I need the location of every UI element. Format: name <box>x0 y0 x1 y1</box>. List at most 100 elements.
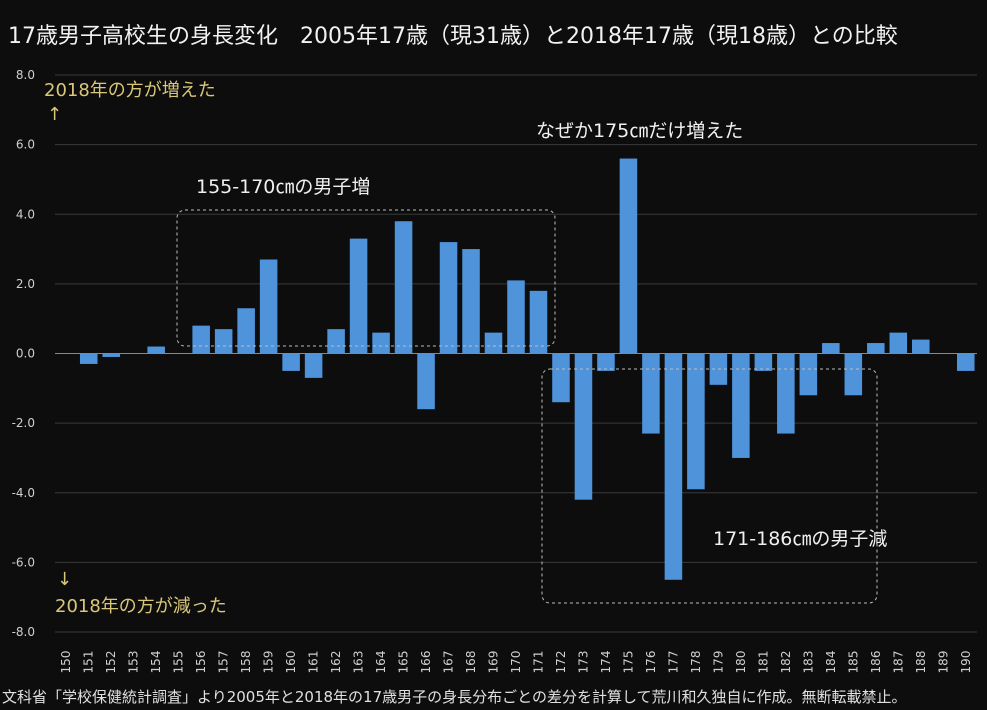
x-tick-label: 176 <box>644 651 658 674</box>
up-label: 2018年の方が増えた <box>44 80 216 101</box>
bar <box>574 353 593 500</box>
y-tick-label: -4.0 <box>12 486 35 500</box>
x-tick-label: 182 <box>779 651 793 674</box>
bar <box>102 353 120 357</box>
x-tick-label: 152 <box>104 651 118 674</box>
x-tick-label: 180 <box>734 651 748 674</box>
bar <box>529 290 548 354</box>
bar <box>597 353 615 371</box>
x-tick-label: 190 <box>959 651 973 674</box>
x-tick-label: 177 <box>666 651 680 674</box>
bar <box>484 332 503 354</box>
bar <box>439 242 458 354</box>
x-tick-label: 156 <box>194 651 208 674</box>
bar <box>147 346 165 354</box>
x-tick-label: 172 <box>554 651 568 674</box>
y-axis-ticks: 8.0 6.0 4.0 2.0 0.0 -2.0 -4.0 -6.0 -8.0 <box>12 68 35 639</box>
x-tick-label: 174 <box>599 651 613 674</box>
x-tick-label: 167 <box>442 651 456 674</box>
down-label: 2018年の方が減った <box>55 596 227 617</box>
x-tick-label: 173 <box>576 651 590 674</box>
y-tick-label: 8.0 <box>16 68 35 82</box>
x-tick-label: 181 <box>756 651 770 674</box>
x-tick-label: 163 <box>352 651 366 674</box>
x-tick-label: 179 <box>711 651 725 674</box>
increase-group-box <box>176 209 556 347</box>
bar <box>844 353 863 396</box>
x-tick-label: 157 <box>217 651 231 674</box>
y-tick-label: 6.0 <box>16 138 35 152</box>
bar <box>552 353 570 403</box>
bar <box>732 353 750 458</box>
x-tick-label: 150 <box>59 651 73 674</box>
peak-note: なぜか175㎝だけ増えた <box>536 120 743 142</box>
bar <box>327 329 345 354</box>
x-tick-label: 153 <box>127 651 141 674</box>
y-tick-label: 2.0 <box>16 277 35 291</box>
x-tick-label: 169 <box>487 651 501 674</box>
bar <box>372 332 390 354</box>
bar <box>462 249 480 354</box>
up-arrow: ↑ <box>47 104 62 125</box>
bar <box>777 353 795 434</box>
chart-title: 17歳男子高校生の身長変化 2005年17歳（現31歳）と2018年17歳（現1… <box>8 24 898 49</box>
bar <box>956 353 975 371</box>
decrease-group-label: 171-186㎝の男子減 <box>713 528 887 550</box>
x-tick-label: 166 <box>419 651 433 674</box>
x-tick-label: 151 <box>82 651 96 674</box>
y-tick-label: -2.0 <box>12 416 35 430</box>
x-tick-label: 164 <box>374 651 388 674</box>
x-tick-label: 187 <box>891 651 905 674</box>
bar <box>619 158 638 354</box>
x-tick-label: 154 <box>149 651 163 674</box>
bar <box>822 343 840 354</box>
x-tick-label: 159 <box>262 651 276 674</box>
y-tick-label: -6.0 <box>12 555 35 569</box>
increase-group-label: 155-170㎝の男子増 <box>196 176 370 198</box>
x-tick-label: 185 <box>846 651 860 674</box>
bar <box>799 353 818 396</box>
decrease-group-box <box>541 368 878 604</box>
x-tick-label: 155 <box>172 651 186 674</box>
bar <box>237 308 255 354</box>
x-axis-ticks: 150 151 152 153 154 155 156 157 158 159 160 161 162 1… <box>59 651 973 674</box>
x-tick-label: 186 <box>869 651 883 674</box>
x-tick-label: 161 <box>307 651 321 674</box>
y-tick-label: 4.0 <box>16 207 35 221</box>
x-tick-label: 158 <box>239 651 253 674</box>
bar <box>304 353 323 378</box>
bar <box>642 353 660 434</box>
y-tick-label: 0.0 <box>16 347 35 361</box>
bar <box>214 329 233 354</box>
bar <box>394 221 413 354</box>
x-tick-label: 165 <box>397 651 411 674</box>
x-tick-label: 188 <box>914 651 928 674</box>
bar <box>507 280 525 354</box>
bar <box>192 325 210 354</box>
bars <box>79 158 975 580</box>
x-tick-label: 189 <box>936 651 950 674</box>
bar <box>912 339 930 354</box>
x-tick-label: 175 <box>621 651 635 674</box>
x-tick-label: 184 <box>824 651 838 674</box>
source-note: 文科省「学校保健統計調査」より2005年と2018年の17歳男子の身長分布ごとの… <box>2 688 907 706</box>
y-tick-label: -8.0 <box>12 625 35 639</box>
bar <box>259 259 278 354</box>
bar <box>349 238 368 354</box>
x-tick-label: 162 <box>329 651 343 674</box>
bar <box>687 353 705 490</box>
x-tick-label: 168 <box>464 651 478 674</box>
bar <box>282 353 300 371</box>
bar <box>889 332 908 354</box>
x-tick-label: 171 <box>531 651 545 674</box>
bar <box>417 353 435 410</box>
down-arrow: ↓ <box>57 569 72 590</box>
bar <box>754 353 773 371</box>
x-tick-label: 183 <box>801 651 815 674</box>
bar <box>867 343 885 354</box>
gridlines <box>55 74 977 633</box>
x-tick-label: 160 <box>284 651 298 674</box>
x-tick-label: 170 <box>509 651 523 674</box>
x-tick-label: 178 <box>689 651 703 674</box>
